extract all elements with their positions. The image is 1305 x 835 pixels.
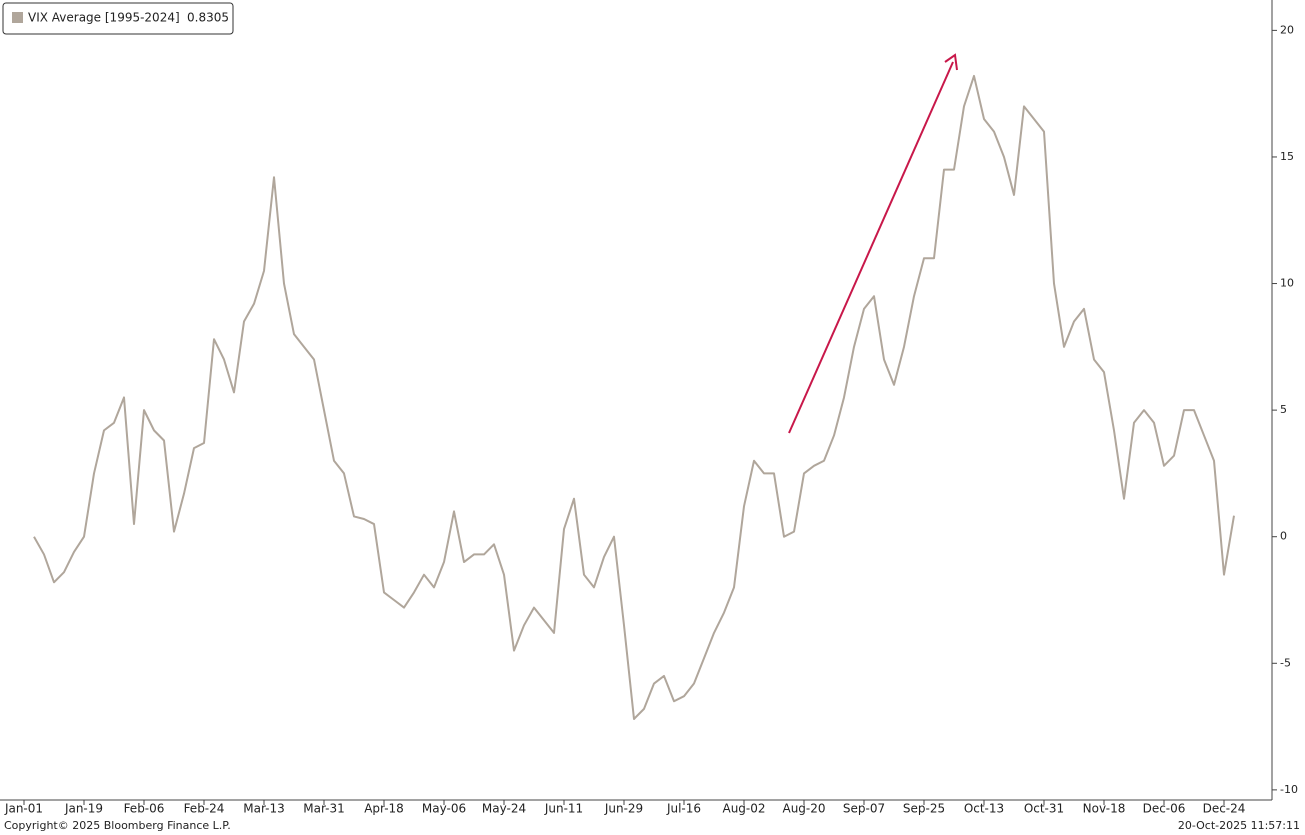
legend-swatch bbox=[12, 12, 23, 23]
legend-label: VIX Average [1995-2024] bbox=[28, 11, 180, 25]
x-tick-label: Jan-01 bbox=[4, 802, 43, 816]
y-tick-label: 15 bbox=[1280, 150, 1294, 163]
annotation-arrow bbox=[788, 61, 954, 434]
x-tick-label: Jan-19 bbox=[64, 802, 103, 816]
y-tick-label: 0 bbox=[1280, 530, 1287, 543]
x-tick-label: Aug-02 bbox=[722, 802, 765, 816]
x-tick-label: Dec-06 bbox=[1143, 802, 1186, 816]
annotation-arrowhead bbox=[944, 53, 958, 71]
y-tick-label: 20 bbox=[1280, 23, 1294, 36]
x-tick-label: Mar-31 bbox=[303, 802, 344, 816]
x-tick-label: Sep-25 bbox=[903, 802, 945, 816]
y-tick-label: 10 bbox=[1280, 277, 1294, 290]
data-line bbox=[33, 74, 1235, 720]
y-tick-label: -5 bbox=[1280, 656, 1291, 669]
legend-box bbox=[2, 2, 234, 35]
x-tick-label: Jun-11 bbox=[544, 802, 583, 816]
x-tick-label: Sep-07 bbox=[843, 802, 885, 816]
footer-right: 20-Oct-2025 11:57:11 bbox=[1178, 819, 1300, 832]
x-tick-label: Apr-18 bbox=[364, 802, 404, 816]
x-tick-label: Mar-13 bbox=[243, 802, 284, 816]
legend-value: 0.8305 bbox=[187, 11, 229, 25]
x-tick-label: Feb-24 bbox=[184, 802, 225, 816]
x-tick-label: May-06 bbox=[422, 802, 466, 816]
x-tick-label: Nov-18 bbox=[1083, 802, 1126, 816]
x-tick-label: Jul-16 bbox=[666, 802, 701, 816]
x-tick-label: Feb-06 bbox=[124, 802, 165, 816]
y-tick-label: -10 bbox=[1280, 783, 1298, 796]
x-tick-label: May-24 bbox=[482, 802, 526, 816]
y-tick-label: 5 bbox=[1280, 403, 1287, 416]
x-tick-label: Oct-13 bbox=[964, 802, 1004, 816]
x-tick-label: Dec-24 bbox=[1203, 802, 1246, 816]
footer-left: Copyright© 2025 Bloomberg Finance L.P. bbox=[4, 819, 231, 832]
x-tick-label: Oct-31 bbox=[1024, 802, 1064, 816]
x-tick-label: Jun-29 bbox=[604, 802, 643, 816]
x-tick-label: Aug-20 bbox=[782, 802, 825, 816]
